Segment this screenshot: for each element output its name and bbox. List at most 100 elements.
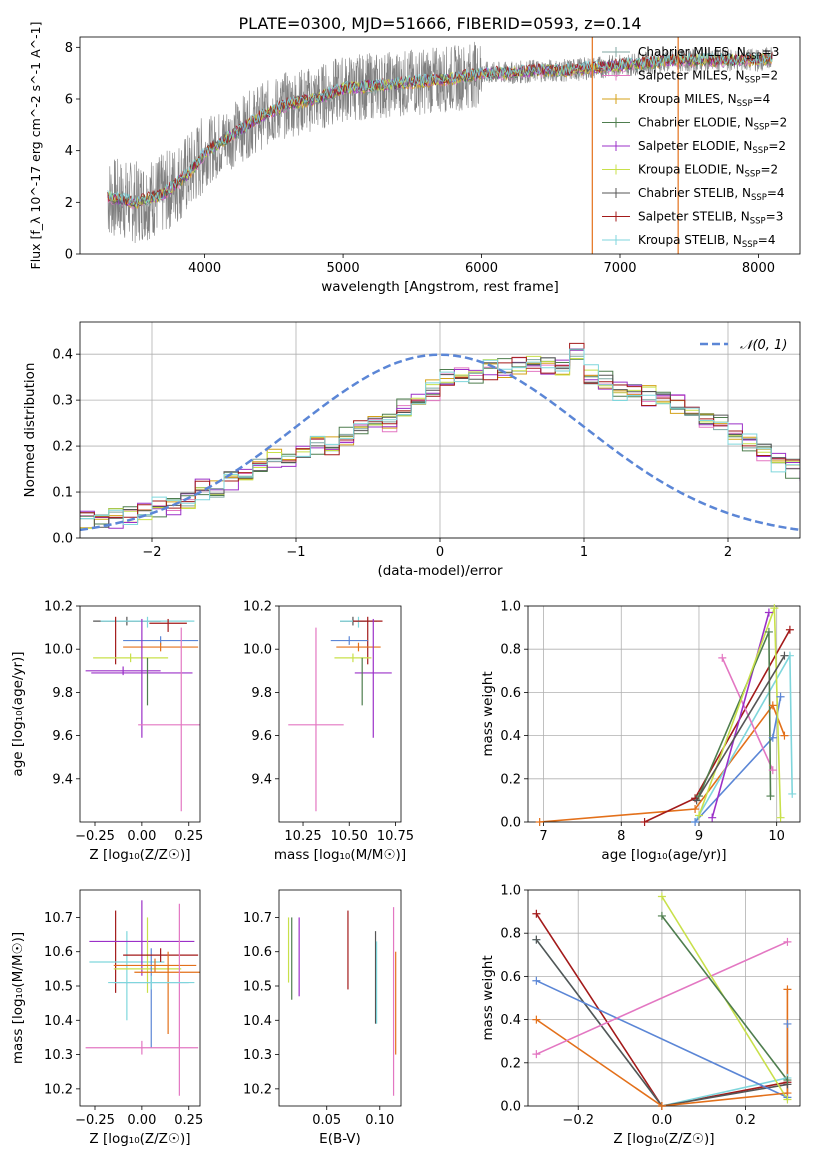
weight-line: [721, 657, 774, 771]
x-tick-label: 8: [617, 829, 625, 844]
panel-mass-vs-Z: −0.25 0.00 0.25 10.2 10.3 10.4 10.5 10.6 10.7 Z […: [10, 889, 203, 1147]
weight-marker: [657, 911, 666, 920]
axes-frame: [527, 889, 801, 1107]
weight-marker: [657, 1102, 666, 1110]
panel-age-vs-Z: −0.25 0.00 0.25 9.4 9.6 9.8 10.0 10.2 Z [log₁₀(Z…: [10, 600, 203, 864]
x-axis-label: mass [log₁₀(M/M☉)]: [274, 847, 406, 863]
y-tick-label: 4: [65, 144, 73, 159]
legend-label: Kroupa MILES, NSSP=4: [638, 92, 770, 109]
weight-marker: [692, 796, 701, 805]
y-tick-label: 0: [65, 248, 73, 263]
y-tick-label: 10.7: [243, 911, 272, 926]
y-tick-label: 0.2: [500, 772, 521, 787]
legend-marker: [611, 70, 621, 81]
y-tick-label: 1.0: [500, 884, 521, 899]
panel-age-vs-mass: 10.25 10.50 10.75 9.4 9.6 9.8 10.0 10.2 mass [lo…: [243, 600, 414, 864]
legend-marker: [611, 141, 621, 151]
weight-marker: [708, 813, 717, 822]
y-tick-label: 0.2: [500, 1056, 521, 1071]
weight-marker: [788, 789, 797, 798]
panel-weight-vs-age: 7 8 9 10 0.0 0.2 0.4 0.6 0.8 1.0 age [log₁₀(age/yr…: [480, 600, 801, 863]
x-tick-label: 7: [539, 829, 547, 844]
y-tick-label: 9.8: [52, 686, 73, 701]
weight-marker: [691, 794, 700, 803]
weight-line: [539, 703, 786, 822]
panel-mass-vs-ebv: 0.05 0.10 10.2 10.3 10.4 10.5 10.6 10.7 E(B-V): [243, 889, 402, 1147]
y-axis-label: Normed distribution: [22, 363, 38, 498]
y-tick-label: 10.2: [44, 1082, 73, 1097]
legend-marker: [611, 94, 621, 104]
legend-label: Chabrier STELIB, NSSP=4: [638, 186, 785, 203]
y-tick-label: 0.3: [52, 394, 73, 409]
weight-marker: [783, 937, 792, 946]
weight-marker: [776, 813, 785, 822]
x-axis-label: Z [log₁₀(Z/Z☉)]: [89, 847, 190, 863]
y-tick-label: 10.5: [243, 980, 272, 995]
weight-marker: [694, 792, 703, 801]
x-tick-label: 0.25: [174, 1113, 203, 1128]
histogram-series: [80, 348, 800, 525]
weight-line: [535, 939, 788, 1106]
weight-line: [711, 612, 770, 818]
y-tick-label: 10.7: [44, 911, 73, 926]
y-tick-label: 0.8: [500, 643, 521, 658]
weight-marker: [770, 604, 779, 613]
x-tick-label: 0.00: [127, 1113, 156, 1128]
x-tick-label: 0.0: [652, 1113, 673, 1128]
y-axis-label: age [log₁₀(age/yr)]: [10, 651, 26, 776]
histogram-series: [80, 355, 800, 520]
y-tick-label: 9.6: [52, 729, 73, 744]
y-tick-label: 0.4: [52, 348, 73, 363]
axes-frame: [79, 605, 201, 823]
x-tick-label: −0.25: [75, 1113, 115, 1128]
y-tick-label: 10.6: [44, 945, 73, 960]
x-tick-label: −0.2: [562, 1113, 594, 1128]
weight-marker: [532, 909, 541, 918]
spectrum-model-line: [107, 52, 773, 207]
panel-spectrum: 4000 5000 6000 7000 8000 0 2 4 6 8 wavelength [Ang…: [28, 22, 801, 295]
weight-line: [536, 941, 788, 1055]
axes-frame: [278, 605, 402, 823]
y-tick-label: 10.4: [243, 1014, 272, 1029]
weight-marker: [532, 1050, 541, 1059]
weight-marker: [783, 985, 792, 994]
y-tick-label: 8: [65, 41, 73, 56]
y-tick-label: 0.0: [500, 816, 521, 831]
y-tick-label: 0.4: [500, 729, 521, 744]
legend-label: Chabrier MILES, NSSP=3: [638, 45, 779, 62]
legend-marker: [611, 211, 621, 222]
x-axis-label: Z [log₁₀(Z/Z☉)]: [613, 1131, 714, 1147]
weight-line: [695, 655, 786, 801]
y-axis-label: mass weight: [480, 671, 496, 756]
weight-marker: [718, 653, 727, 662]
y-tick-label: 10.3: [44, 1048, 73, 1063]
weight-marker: [768, 766, 777, 775]
legend-marker: [611, 188, 621, 198]
x-tick-label: 10.75: [377, 829, 414, 844]
y-tick-label: 1.0: [500, 600, 521, 615]
weight-marker: [535, 818, 544, 826]
x-tick-label: 0.05: [312, 1113, 341, 1128]
legend-marker: [611, 117, 621, 128]
axes-frame: [79, 889, 201, 1107]
x-tick-label: 10.25: [284, 829, 321, 844]
weight-marker: [657, 892, 666, 901]
legend-label: Chabrier ELODIE, NSSP=2: [638, 116, 787, 133]
x-axis-label: (data-model)/error: [377, 563, 503, 579]
x-axis-label: age [log₁₀(age/yr)]: [601, 847, 726, 863]
x-tick-label: 9: [695, 829, 703, 844]
y-tick-label: 10.2: [243, 600, 272, 615]
weight-marker: [694, 811, 703, 820]
legend-label: Salpeter STELIB, NSSP=3: [638, 210, 783, 227]
weight-marker: [691, 805, 700, 814]
x-tick-label: −2: [142, 545, 161, 560]
panel-weight-vs-Z: −0.2 0.0 0.2 0.0 0.2 0.4 0.6 0.8 1.0 Z [log₁₀(Z/Z…: [480, 884, 801, 1147]
weight-marker: [783, 1076, 792, 1085]
weight-marker: [785, 625, 794, 634]
y-tick-label: 0.0: [500, 1100, 521, 1115]
x-axis-label: wavelength [Angstrom, rest frame]: [321, 279, 559, 295]
figure-title: PLATE=0300, MJD=51666, FIBERID=0593, z=0…: [238, 14, 641, 33]
x-tick-label: −0.25: [75, 829, 115, 844]
y-tick-label: 9.4: [52, 772, 73, 787]
